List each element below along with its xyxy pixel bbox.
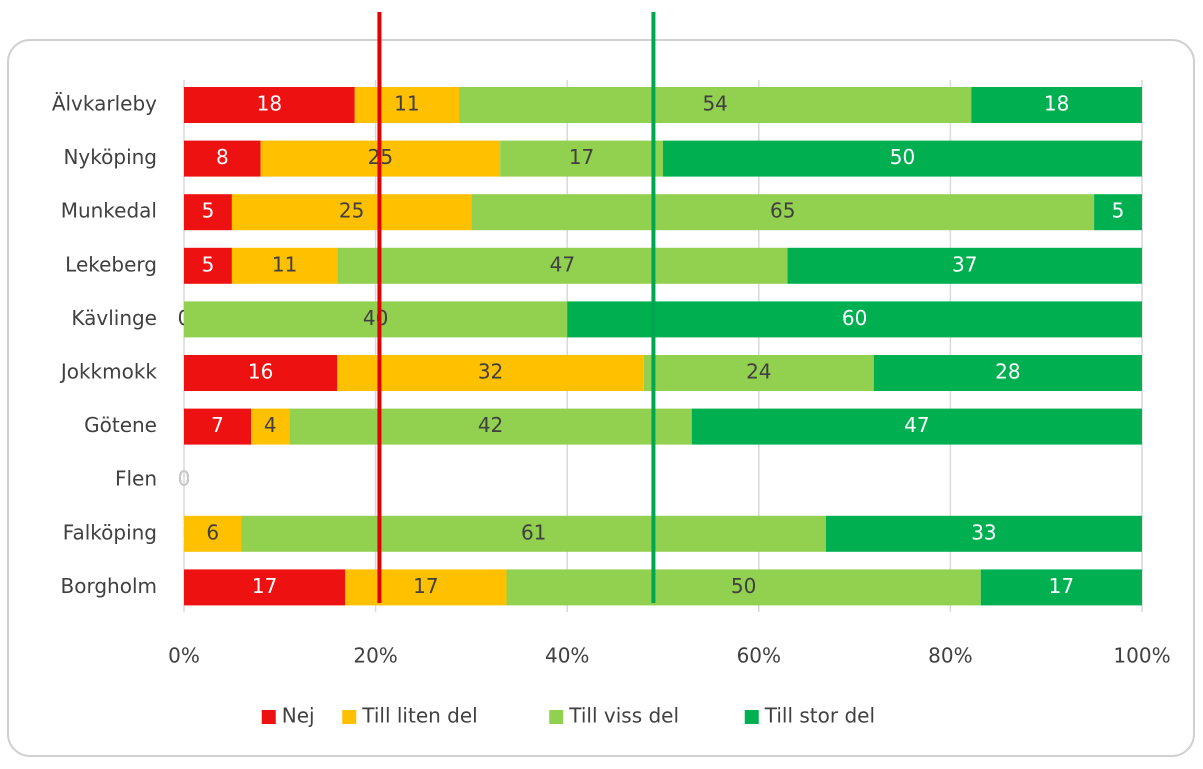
bar-segment	[184, 569, 346, 606]
data-label: 17	[569, 145, 594, 169]
data-label: 8	[216, 145, 229, 169]
bar-segment	[500, 140, 663, 177]
bar-segment	[241, 515, 826, 552]
bar-segment	[663, 140, 1142, 177]
data-label: 0	[178, 467, 191, 491]
x-tick-label: 0%	[168, 644, 200, 668]
data-label: 50	[731, 574, 756, 598]
bar-segment	[691, 408, 1142, 445]
data-label: 11	[394, 92, 419, 116]
data-label: 54	[702, 92, 727, 116]
bar-segment	[184, 408, 252, 445]
bar-segment	[184, 247, 232, 284]
data-label: 42	[478, 413, 503, 437]
data-label: 25	[339, 199, 364, 223]
legend-label: Till viss del	[568, 704, 679, 728]
data-label: 61	[521, 520, 546, 544]
y-tick-label: Falköping	[63, 520, 157, 544]
data-label: 0	[178, 467, 191, 491]
data-label: 6	[206, 520, 219, 544]
data-label: 5	[1112, 199, 1125, 223]
data-label: 4	[264, 413, 277, 437]
y-tick-label: Nyköping	[63, 145, 157, 169]
bar-segment	[289, 408, 692, 445]
bar-segment	[337, 247, 788, 284]
legend-swatch	[342, 710, 357, 724]
data-label: 60	[842, 306, 867, 330]
bar-segment	[1094, 194, 1142, 231]
data-label: 18	[1044, 92, 1069, 116]
bar-segment	[354, 87, 460, 123]
data-label: 37	[952, 252, 977, 276]
bar-segment	[459, 87, 972, 123]
x-tick-label: 100%	[1113, 644, 1170, 668]
y-tick-label: Götene	[84, 413, 157, 437]
data-label: 0	[178, 467, 191, 491]
bar-segment	[184, 515, 242, 552]
bar-segment	[184, 355, 338, 391]
bar-segment	[787, 247, 1142, 284]
bar-segment	[971, 87, 1142, 123]
y-tick-label: Flen	[115, 467, 157, 491]
bar-segment	[231, 194, 472, 231]
data-label: 47	[550, 252, 575, 276]
data-label: 28	[995, 360, 1020, 384]
bar-segment	[184, 140, 261, 177]
legend-swatch	[744, 710, 759, 724]
y-tick-label: Älvkarleby	[52, 92, 157, 116]
legend-label: Till stor del	[764, 704, 875, 728]
bar-segment	[567, 301, 1142, 338]
bar-segment	[643, 355, 874, 391]
legend-label: Nej	[282, 704, 315, 728]
x-tick-label: 20%	[353, 644, 397, 668]
data-label: 47	[904, 413, 929, 437]
data-label: 18	[257, 92, 282, 116]
data-label: 16	[248, 360, 273, 384]
bar-segment	[506, 569, 981, 606]
data-label: 17	[252, 574, 277, 598]
bar-segment	[345, 569, 507, 606]
bar-segment	[980, 569, 1142, 606]
data-label: 33	[971, 520, 996, 544]
bar-segment	[184, 87, 355, 123]
data-label: 65	[770, 199, 795, 223]
data-label: 7	[211, 413, 224, 437]
bar-segment	[337, 355, 644, 391]
bar-segment	[251, 408, 290, 445]
y-tick-label: Munkedal	[61, 199, 157, 223]
bar-segment	[184, 194, 232, 231]
legend-swatch	[261, 710, 276, 724]
data-label: 32	[478, 360, 503, 384]
data-label: 5	[202, 252, 215, 276]
x-tick-label: 60%	[737, 644, 781, 668]
legend-label: Till liten del	[361, 704, 477, 728]
x-tick-label: 80%	[928, 644, 972, 668]
legend-swatch	[549, 710, 564, 724]
bar-segment	[825, 515, 1142, 552]
data-label: 40	[363, 306, 388, 330]
data-label: 17	[413, 574, 438, 598]
bar-segment	[471, 194, 1095, 231]
data-label: 17	[1049, 574, 1074, 598]
y-tick-label: Lekeberg	[65, 252, 157, 276]
data-label: 0	[178, 467, 191, 491]
data-label: 5	[202, 199, 215, 223]
y-tick-label: Kävlinge	[71, 306, 157, 330]
bar-segment	[873, 355, 1142, 391]
bar-segment	[184, 301, 568, 338]
bar-segment	[231, 247, 338, 284]
y-tick-label: Jokkmokk	[59, 360, 158, 384]
y-tick-label: Borgholm	[61, 574, 157, 598]
x-tick-label: 40%	[545, 644, 589, 668]
data-label: 24	[746, 360, 771, 384]
data-label: 50	[890, 145, 915, 169]
data-label: 11	[272, 252, 297, 276]
